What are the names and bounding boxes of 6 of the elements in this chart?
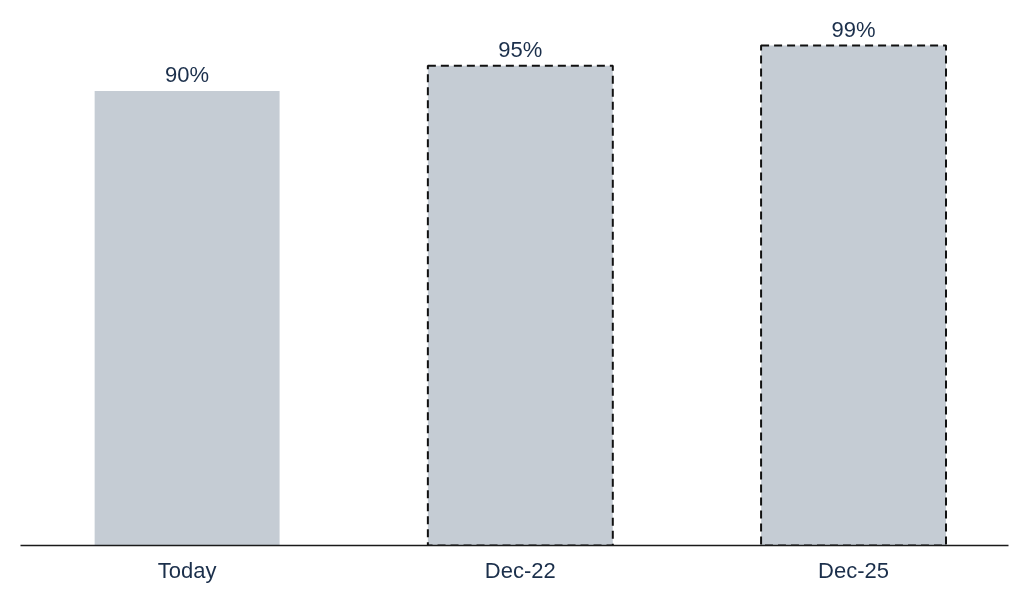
data-label: 95% (498, 36, 543, 62)
data-label: 90% (165, 61, 210, 87)
x-tick-label: Today (157, 557, 217, 583)
data-label: 99% (831, 16, 876, 42)
x-tick-label: Dec-22 (484, 557, 556, 583)
x-tick-label: Dec-25 (818, 557, 890, 583)
